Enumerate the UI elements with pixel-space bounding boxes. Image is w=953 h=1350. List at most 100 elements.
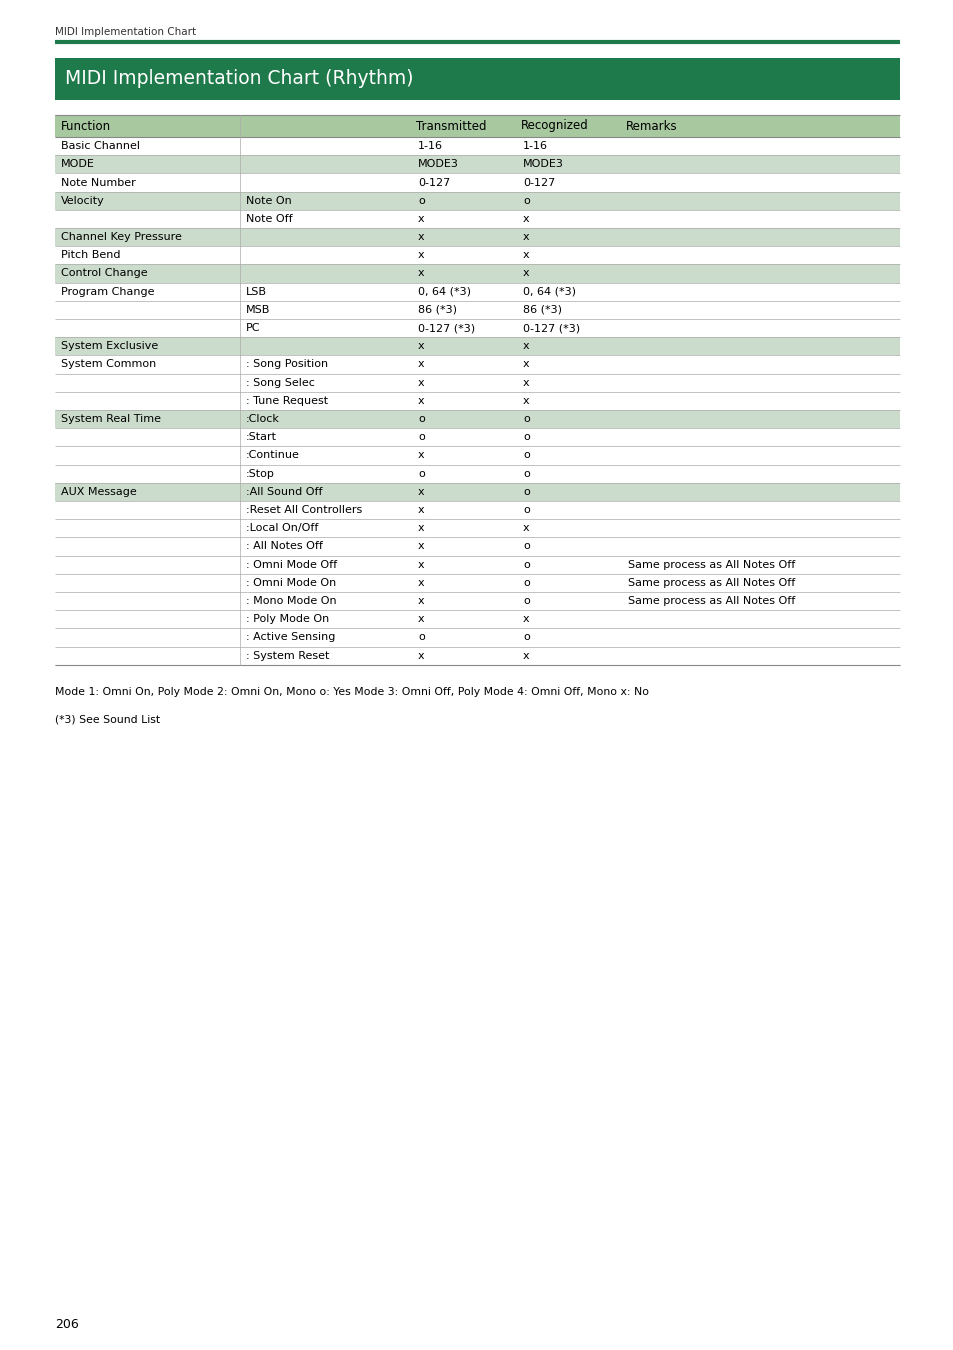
Text: System Common: System Common bbox=[61, 359, 156, 370]
Text: x: x bbox=[522, 342, 529, 351]
Text: x: x bbox=[417, 359, 424, 370]
Text: x: x bbox=[417, 524, 424, 533]
Bar bbox=[55, 647, 899, 664]
Text: 1-16: 1-16 bbox=[522, 142, 547, 151]
Text: PC: PC bbox=[246, 323, 260, 333]
Bar bbox=[55, 192, 899, 209]
Text: 0-127 (*3): 0-127 (*3) bbox=[417, 323, 475, 333]
Text: Mode 1: Omni On, Poly Mode 2: Omni On, Mono o: Yes Mode 3: Omni Off, Poly Mode 4: Mode 1: Omni On, Poly Mode 2: Omni On, M… bbox=[55, 687, 648, 697]
Bar bbox=[55, 428, 899, 447]
Text: : Tune Request: : Tune Request bbox=[246, 396, 328, 406]
Text: Remarks: Remarks bbox=[625, 120, 677, 132]
Text: : Active Sensing: : Active Sensing bbox=[246, 633, 335, 643]
Text: MSB: MSB bbox=[246, 305, 270, 315]
Text: o: o bbox=[522, 487, 529, 497]
Text: o: o bbox=[522, 541, 529, 552]
Text: o: o bbox=[522, 597, 529, 606]
Text: x: x bbox=[417, 213, 424, 224]
Text: : System Reset: : System Reset bbox=[246, 651, 329, 660]
Text: 1-16: 1-16 bbox=[417, 142, 442, 151]
Bar bbox=[55, 338, 899, 355]
Bar bbox=[55, 282, 899, 301]
Text: x: x bbox=[417, 505, 424, 516]
Text: x: x bbox=[417, 560, 424, 570]
Text: AUX Message: AUX Message bbox=[61, 487, 136, 497]
Text: x: x bbox=[417, 578, 424, 587]
Text: :Reset All Controllers: :Reset All Controllers bbox=[246, 505, 362, 516]
Bar bbox=[55, 556, 899, 574]
Text: x: x bbox=[417, 614, 424, 624]
Text: Same process as All Notes Off: Same process as All Notes Off bbox=[627, 560, 795, 570]
Text: x: x bbox=[417, 396, 424, 406]
Text: Transmitted: Transmitted bbox=[416, 120, 486, 132]
Bar bbox=[55, 537, 899, 556]
Text: o: o bbox=[522, 451, 529, 460]
Bar bbox=[55, 265, 899, 282]
Text: o: o bbox=[417, 196, 424, 205]
Bar bbox=[55, 520, 899, 537]
Text: Note Number: Note Number bbox=[61, 177, 135, 188]
Text: x: x bbox=[522, 378, 529, 387]
Text: :All Sound Off: :All Sound Off bbox=[246, 487, 322, 497]
Text: Pitch Bend: Pitch Bend bbox=[61, 250, 120, 261]
Text: x: x bbox=[522, 269, 529, 278]
Text: System Real Time: System Real Time bbox=[61, 414, 161, 424]
Text: x: x bbox=[417, 487, 424, 497]
Text: o: o bbox=[522, 560, 529, 570]
Text: Note Off: Note Off bbox=[246, 213, 293, 224]
Text: LSB: LSB bbox=[246, 286, 267, 297]
Text: :Local On/Off: :Local On/Off bbox=[246, 524, 318, 533]
Text: :Stop: :Stop bbox=[246, 468, 274, 479]
Bar bbox=[55, 447, 899, 464]
Text: x: x bbox=[417, 597, 424, 606]
Bar bbox=[55, 155, 899, 173]
Bar bbox=[55, 464, 899, 483]
Text: x: x bbox=[417, 232, 424, 242]
Text: MIDI Implementation Chart: MIDI Implementation Chart bbox=[55, 27, 196, 36]
Text: : Omni Mode On: : Omni Mode On bbox=[246, 578, 335, 587]
Bar bbox=[55, 355, 899, 374]
Bar bbox=[55, 136, 899, 155]
Text: o: o bbox=[417, 432, 424, 443]
Text: : Mono Mode On: : Mono Mode On bbox=[246, 597, 336, 606]
Text: o: o bbox=[522, 468, 529, 479]
Text: x: x bbox=[417, 378, 424, 387]
Text: o: o bbox=[522, 196, 529, 205]
Text: 86 (*3): 86 (*3) bbox=[522, 305, 561, 315]
Bar bbox=[55, 610, 899, 628]
Bar bbox=[55, 483, 899, 501]
Bar bbox=[55, 392, 899, 410]
Bar bbox=[55, 501, 899, 520]
Bar bbox=[55, 246, 899, 265]
Text: MODE3: MODE3 bbox=[522, 159, 563, 169]
Text: x: x bbox=[522, 396, 529, 406]
Text: Control Change: Control Change bbox=[61, 269, 148, 278]
Text: Function: Function bbox=[61, 120, 111, 132]
Bar bbox=[55, 410, 899, 428]
Text: o: o bbox=[417, 468, 424, 479]
Bar bbox=[55, 374, 899, 392]
Text: 0, 64 (*3): 0, 64 (*3) bbox=[417, 286, 471, 297]
Text: MODE3: MODE3 bbox=[417, 159, 458, 169]
Bar bbox=[55, 319, 899, 338]
Bar bbox=[55, 593, 899, 610]
Text: x: x bbox=[522, 250, 529, 261]
Text: x: x bbox=[417, 342, 424, 351]
Text: x: x bbox=[522, 651, 529, 660]
Text: 0-127: 0-127 bbox=[417, 177, 450, 188]
Bar bbox=[55, 209, 899, 228]
Text: :Clock: :Clock bbox=[246, 414, 279, 424]
Text: : Poly Mode On: : Poly Mode On bbox=[246, 614, 329, 624]
Text: Basic Channel: Basic Channel bbox=[61, 142, 140, 151]
Text: MIDI Implementation Chart (Rhythm): MIDI Implementation Chart (Rhythm) bbox=[65, 69, 413, 89]
Text: o: o bbox=[522, 432, 529, 443]
Text: o: o bbox=[522, 414, 529, 424]
Text: Recognized: Recognized bbox=[520, 120, 588, 132]
Text: o: o bbox=[522, 505, 529, 516]
Text: x: x bbox=[417, 651, 424, 660]
Text: Velocity: Velocity bbox=[61, 196, 105, 205]
Text: o: o bbox=[417, 633, 424, 643]
Text: :Continue: :Continue bbox=[246, 451, 299, 460]
Text: System Exclusive: System Exclusive bbox=[61, 342, 158, 351]
Text: x: x bbox=[417, 541, 424, 552]
